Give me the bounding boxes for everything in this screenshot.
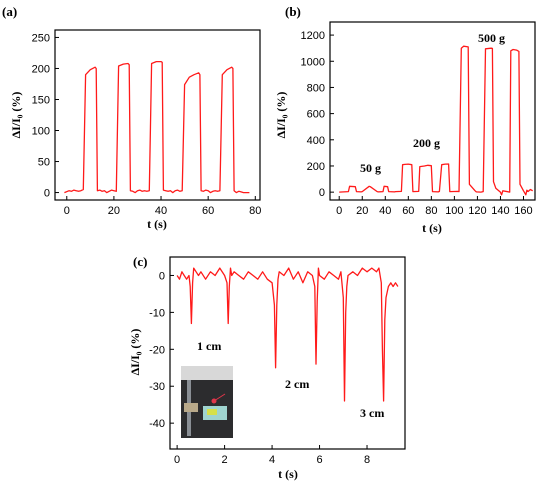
panel-c-annotation-3cm: 3 cm bbox=[360, 406, 384, 420]
panel-b-frame bbox=[329, 21, 536, 201]
panel-c-x-tick-label: 6 bbox=[316, 454, 322, 466]
panel-b: (b) 0 20 40 60 80 100 120 140 160 0 200 400 600 800 1… bbox=[274, 4, 536, 235]
panel-b-series-line bbox=[339, 45, 534, 196]
panel-a-frame bbox=[54, 29, 261, 201]
panel-b-x-tick-label: 100 bbox=[445, 205, 463, 217]
panel-a-label: (a) bbox=[2, 4, 17, 19]
panel-b-y-tick-label: 200 bbox=[307, 161, 325, 173]
panel-a-xlabel: t (s) bbox=[147, 217, 167, 231]
panel-c-x-tick-label: 4 bbox=[269, 454, 275, 466]
panel-c-y-tick-label: 0 bbox=[159, 270, 165, 282]
photo-wall bbox=[181, 366, 233, 380]
panel-a: (a) 0 20 40 60 80 0 50 100 150 200 250 t (s) ΔI/I… bbox=[2, 4, 261, 231]
photo-wire bbox=[213, 393, 226, 402]
panel-c-y-tick-label: -10 bbox=[149, 307, 165, 319]
panel-b-y-tick-label: 1200 bbox=[301, 30, 325, 42]
photo-sensor-element bbox=[207, 409, 217, 415]
panel-a-series-line bbox=[64, 60, 250, 194]
panel-c-x-ticks: 0 2 4 6 8 bbox=[174, 445, 370, 466]
panel-a-y-ticks: 0 50 100 150 200 250 bbox=[32, 32, 59, 200]
panel-b-x-tick-label: 0 bbox=[336, 205, 342, 217]
panel-c-series-line bbox=[176, 267, 399, 402]
panel-a-y-tick-label: 0 bbox=[44, 188, 50, 200]
panel-b-x-tick-label: 60 bbox=[402, 205, 414, 217]
panel-c-xlabel: t (s) bbox=[278, 467, 298, 481]
panel-b-x-tick-label: 40 bbox=[379, 205, 391, 217]
panel-a-y-tick-label: 200 bbox=[32, 63, 50, 75]
panel-c-frame bbox=[169, 256, 406, 450]
panel-b-xlabel: t (s) bbox=[422, 221, 442, 235]
panel-a-y-tick-label: 150 bbox=[32, 94, 50, 106]
panel-a-x-ticks: 0 20 40 60 80 bbox=[64, 196, 261, 217]
panel-c-y-tick-label: -40 bbox=[149, 418, 165, 430]
panel-a-y-tick-label: 250 bbox=[32, 32, 50, 44]
panel-a-x-tick-label: 60 bbox=[202, 205, 214, 217]
panel-b-x-tick-label: 160 bbox=[514, 205, 532, 217]
panel-c-x-tick-label: 0 bbox=[174, 454, 180, 466]
panel-b-y-tick-label: 0 bbox=[319, 187, 325, 199]
panel-b-x-tick-label: 120 bbox=[468, 205, 486, 217]
panel-c-annotation-1cm: 1 cm bbox=[197, 339, 221, 353]
panel-c-label: (c) bbox=[133, 254, 147, 269]
panel-b-y-tick-label: 600 bbox=[307, 109, 325, 121]
setup-photo-inset bbox=[181, 366, 233, 438]
panel-b-annotation-500g: 500 g bbox=[478, 31, 505, 45]
panel-b-y-tick-label: 1000 bbox=[301, 56, 325, 68]
panel-c-y-ticks: 0 -10 -20 -30 -40 bbox=[149, 270, 174, 430]
panel-b-x-tick-label: 140 bbox=[491, 205, 509, 217]
panel-b-ylabel: ΔI/I₀ (%) bbox=[274, 92, 288, 139]
panel-b-y-tick-label: 800 bbox=[307, 82, 325, 94]
panel-a-x-tick-label: 80 bbox=[249, 205, 261, 217]
panel-c-ylabel: ΔI/I₀ (%) bbox=[128, 329, 142, 376]
panel-b-label: (b) bbox=[285, 4, 301, 19]
panel-a-x-tick-label: 20 bbox=[108, 205, 120, 217]
panel-b-x-tick-label: 20 bbox=[356, 205, 368, 217]
panel-b-x-tick-label: 80 bbox=[425, 205, 437, 217]
panel-b-y-tick-label: 400 bbox=[307, 135, 325, 147]
panel-a-y-tick-label: 50 bbox=[38, 157, 50, 169]
photo-clamp bbox=[184, 403, 198, 412]
panel-c-annotation-2cm: 2 cm bbox=[285, 377, 309, 391]
panel-b-annotation-200g: 200 g bbox=[413, 136, 440, 150]
panel-a-x-tick-label: 0 bbox=[64, 205, 70, 217]
panel-a-y-tick-label: 100 bbox=[32, 126, 50, 138]
panel-c-x-tick-label: 2 bbox=[222, 454, 228, 466]
panel-b-annotation-50g: 50 g bbox=[360, 161, 381, 175]
panel-a-ylabel: ΔI/I₀ (%) bbox=[9, 92, 23, 139]
panel-b-x-ticks: 0 20 40 60 80 100 120 140 160 bbox=[336, 196, 533, 217]
panel-c-y-tick-label: -30 bbox=[149, 381, 165, 393]
panel-c-y-tick-label: -20 bbox=[149, 344, 165, 356]
panel-a-x-tick-label: 40 bbox=[155, 205, 167, 217]
panel-b-y-ticks: 0 200 400 600 800 1000 1200 bbox=[301, 30, 334, 199]
panel-c-x-tick-label: 8 bbox=[364, 454, 370, 466]
